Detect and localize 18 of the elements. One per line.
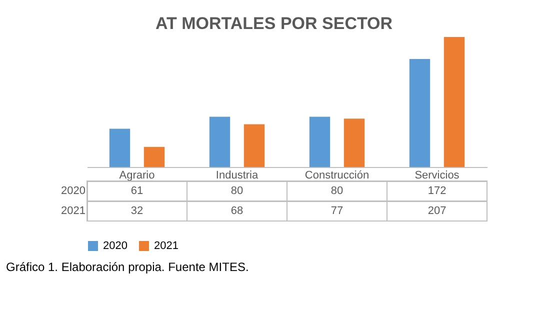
x-tick-label: Agrario	[119, 170, 155, 182]
data-label: 172	[428, 185, 446, 197]
x-tick-label: Servicios	[414, 170, 460, 182]
text: 2020	[61, 185, 86, 197]
data-label: 61	[130, 185, 144, 197]
data-label: 32	[130, 205, 144, 217]
chart-title: AT MORTALES POR SECTOR	[155, 14, 393, 33]
data-label: 80	[230, 185, 244, 197]
data-label: 68	[230, 205, 244, 217]
x-tick-label: Construcción	[304, 170, 370, 182]
data-label: 80	[330, 185, 344, 197]
data-label: 207	[428, 205, 446, 217]
text: 2021	[61, 205, 86, 217]
x-tick-label: Industria	[216, 170, 259, 182]
legend-label: 2020	[103, 240, 128, 252]
data-label: 77	[330, 205, 344, 217]
legend-label: 2021	[154, 240, 178, 252]
text: Gráfico 1. Elaboración propia. Fuente MITES.	[5, 259, 250, 276]
